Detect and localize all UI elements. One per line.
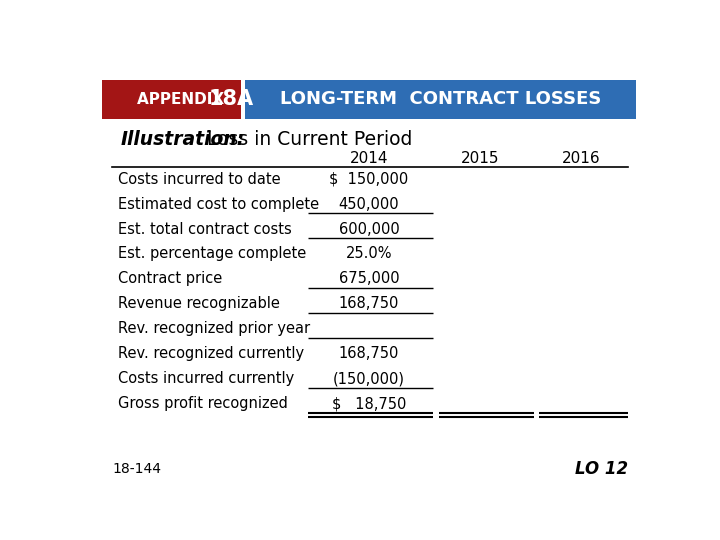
Text: 2016: 2016 xyxy=(562,151,600,166)
Text: APPENDIX: APPENDIX xyxy=(138,92,230,107)
Text: LONG-TERM  CONTRACT LOSSES: LONG-TERM CONTRACT LOSSES xyxy=(280,90,601,109)
Text: Rev. recognized prior year: Rev. recognized prior year xyxy=(118,321,310,336)
Text: Revenue recognizable: Revenue recognizable xyxy=(118,296,280,312)
Text: 450,000: 450,000 xyxy=(338,197,400,212)
Text: Est. total contract costs: Est. total contract costs xyxy=(118,221,292,237)
FancyBboxPatch shape xyxy=(102,80,241,119)
Text: 600,000: 600,000 xyxy=(338,221,400,237)
Text: Rev. recognized currently: Rev. recognized currently xyxy=(118,346,304,361)
Text: Costs incurred to date: Costs incurred to date xyxy=(118,172,281,187)
Text: LO 12: LO 12 xyxy=(575,460,629,478)
Text: $   18,750: $ 18,750 xyxy=(332,396,406,411)
Text: Gross profit recognized: Gross profit recognized xyxy=(118,396,288,411)
Text: 25.0%: 25.0% xyxy=(346,246,392,261)
Text: Illustration:: Illustration: xyxy=(121,130,245,149)
Text: 2015: 2015 xyxy=(462,151,500,166)
Text: Est. percentage complete: Est. percentage complete xyxy=(118,246,306,261)
Text: 2014: 2014 xyxy=(350,151,388,166)
Text: $  150,000: $ 150,000 xyxy=(329,172,409,187)
Text: Estimated cost to complete: Estimated cost to complete xyxy=(118,197,319,212)
Text: 675,000: 675,000 xyxy=(338,272,400,286)
Text: Costs incurred currently: Costs incurred currently xyxy=(118,371,294,386)
Text: 18-144: 18-144 xyxy=(112,462,161,476)
Text: 168,750: 168,750 xyxy=(339,296,399,312)
Text: (150,000): (150,000) xyxy=(333,371,405,386)
Text: Loss in Current Period: Loss in Current Period xyxy=(207,130,413,149)
Text: 168,750: 168,750 xyxy=(339,346,399,361)
Text: 18A: 18A xyxy=(208,89,253,109)
FancyBboxPatch shape xyxy=(245,80,636,119)
Text: Contract price: Contract price xyxy=(118,272,222,286)
